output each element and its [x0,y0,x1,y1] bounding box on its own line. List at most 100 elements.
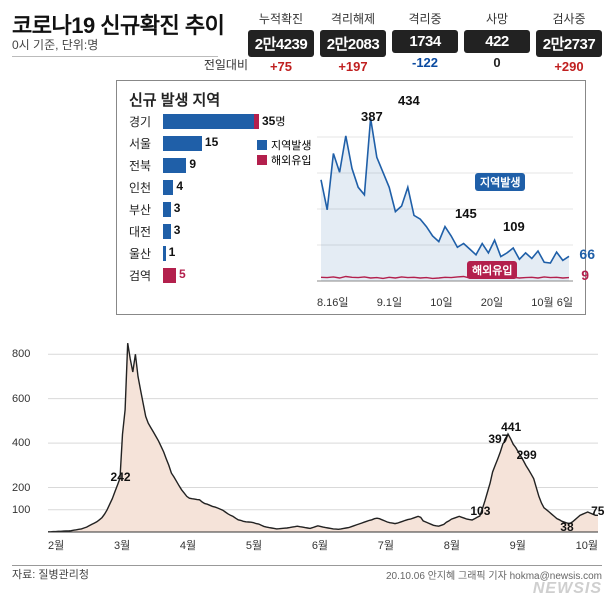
xtick: 10일 [430,294,452,310]
main-xticks: 2월 3월 4월 5월 6월 7월 8월 9월 10월 [48,537,598,553]
xtick: 10월 [576,537,598,553]
ytick: 100 [12,504,30,516]
annotation: 38 [560,520,573,534]
bar-row: 경기 35명 [129,111,299,131]
stat-delta: -122 [412,55,438,70]
stat-label: 격리중 [408,10,441,27]
xtick: 9월 [510,537,526,553]
stat-value: 2만2083 [320,30,386,57]
ytick: 600 [12,393,30,405]
bar-local [163,202,171,217]
xtick: 20일 [481,294,503,310]
xtick: 6월 [312,537,328,553]
bar-name: 검역 [129,267,161,284]
series-tag: 해외유입 [467,261,517,279]
stat-delta: +75 [270,59,292,74]
stat-value: 1734 [392,30,458,53]
stat-value: 2만4239 [248,30,314,57]
bar-overseas [254,114,259,129]
region-bars: 경기 35명 서울 15 전북 9 인천 4 부산 3 대전 [129,111,299,287]
bar-track: 3 [163,202,299,217]
bar-local [163,180,173,195]
bar-name: 전북 [129,157,161,174]
stat-card: 사망 422 0 [464,10,530,74]
bar-row: 울산 1 [129,243,299,263]
footer-divider [12,565,602,566]
bar-value: 5 [179,267,186,281]
xtick: 5월 [246,537,262,553]
bar-value: 1 [169,245,176,259]
bar-name: 경기 [129,113,161,130]
xtick: 8.16일 [317,294,349,310]
bar-local [163,158,186,173]
legend-swatch [257,155,267,165]
annotation: 75 [591,504,604,518]
bar-row: 대전 3 [129,221,299,241]
inset-title: 신규 발생 지역 [129,89,220,110]
annotation: 103 [470,504,490,518]
series-tag: 지역발생 [475,173,525,191]
bar-name: 인천 [129,179,161,196]
stat-card: 격리중 1734 -122 [392,10,458,74]
stat-card: 검사중 2만2737 +290 [536,10,602,74]
legend-label: 지역발생 [271,140,311,152]
stat-label: 누적확진 [259,10,303,27]
stat-label: 검사중 [552,10,585,27]
legend-item: 해외유입 [257,154,311,169]
stats-row: 누적확진 2만4239 +75격리해제 2만2083 +197격리중 1734 … [248,10,602,74]
stat-label: 사망 [486,10,508,27]
bar-name: 울산 [129,245,161,262]
stat-value: 422 [464,30,530,53]
bar-track: 3 [163,224,299,239]
xtick: 8월 [444,537,460,553]
peak-label: 387 [361,109,383,124]
stat-delta: 0 [493,55,500,70]
xtick: 2월 [48,537,64,553]
bar-overseas [163,268,176,283]
bar-name: 대전 [129,223,161,240]
inset-legend: 지역발생해외유입 [257,139,311,169]
bar-value: 4 [176,179,183,193]
divider [12,56,218,57]
bar-name: 부산 [129,201,161,218]
peak-label: 109 [503,219,525,234]
bar-name: 서울 [129,135,161,152]
stat-card: 격리해제 2만2083 +197 [320,10,386,74]
bar-value: 15 [205,135,218,149]
stat-value: 2만2737 [536,30,602,57]
xtick: 9.1일 [377,294,402,310]
bar-row: 부산 3 [129,199,299,219]
bar-track: 5 [163,268,299,283]
bar-row: 인천 4 [129,177,299,197]
stat-delta: +290 [554,59,583,74]
stat-label: 격리해제 [331,10,375,27]
inset-xticks: 8.16일9.1일10일20일10월 6일 [317,294,573,310]
delta-row-label: 전일대비 [204,56,248,73]
page-subtitle: 0시 기준, 단위:명 [12,36,98,53]
brand-watermark: NEWSIS [533,580,602,598]
legend-swatch [257,140,267,150]
stat-delta: +197 [338,59,367,74]
infographic-root: 코로나19 신규확진 추이 0시 기준, 단위:명 누적확진 2만4239 +7… [0,0,610,602]
bar-local [163,136,202,151]
end-value: 9 [581,267,589,283]
bar-value: 3 [174,201,181,215]
bar-local [163,246,166,261]
legend-item: 지역발생 [257,139,311,154]
inset-trend-chart: 387434145109지역발생해외유입669 [317,91,573,301]
xtick: 3월 [114,537,130,553]
end-value: 66 [579,246,595,262]
ytick: 200 [12,482,30,494]
legend-label: 해외유입 [271,155,311,167]
peak-label: 145 [455,206,477,221]
ytick: 400 [12,437,30,449]
peak-label: 434 [398,93,420,108]
bar-local [163,224,171,239]
inset-panel: 신규 발생 지역 경기 35명 서울 15 전북 9 인천 4 부산 3 대전 [116,80,586,315]
main-chart: 10020040060080024210339744129938752월3월4월… [12,332,598,550]
bar-value: 9 [189,157,196,171]
ytick: 800 [12,348,30,360]
xtick: 7월 [378,537,394,553]
annotation: 441 [501,420,521,434]
xtick: 4월 [180,537,196,553]
